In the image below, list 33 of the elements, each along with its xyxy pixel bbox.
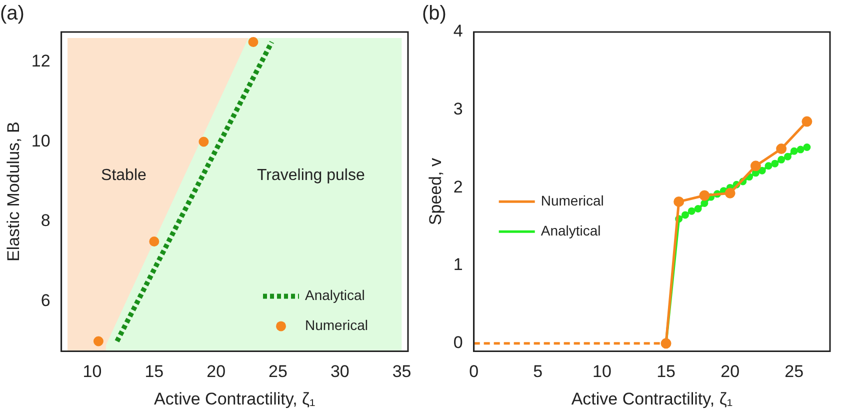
legend-label: Numerical xyxy=(305,317,368,334)
y-axis-title: Elastic Modulus, B xyxy=(4,122,23,262)
chart-title: (b) xyxy=(422,2,446,25)
x-tick-label: 15 xyxy=(144,362,164,382)
x-tick-label: 5 xyxy=(533,362,543,382)
x-tick-label: 25 xyxy=(784,362,804,382)
y-tick-label: 3 xyxy=(453,100,463,119)
x-tick-label: 30 xyxy=(330,362,350,382)
y-tick-label: 4 xyxy=(453,22,463,41)
x-axis-title: Active Contractility, ζ₁ xyxy=(154,389,316,408)
y-tick-label: 6 xyxy=(40,291,50,310)
annotation: Traveling pulse xyxy=(256,167,365,184)
y-tick-label: 0 xyxy=(453,333,463,352)
x-axis-title: Active Contractility, ζ₁ xyxy=(571,389,733,408)
x-tick-label: 25 xyxy=(268,362,288,382)
x-tick-label: 0 xyxy=(469,362,479,382)
y-tick-label: 10 xyxy=(31,131,50,150)
x-tick-label: 20 xyxy=(720,362,740,382)
legend-label: Analytical xyxy=(540,222,601,238)
y-tick-label: 2 xyxy=(453,177,463,196)
x-tick-label: 10 xyxy=(592,362,612,382)
x-tick-label: 15 xyxy=(656,362,676,382)
x-tick-label: 35 xyxy=(392,362,412,382)
y-axis-title: Speed, v xyxy=(426,158,445,226)
annotation: Stable xyxy=(101,167,146,184)
y-tick-label: 1 xyxy=(453,255,463,274)
y-tick-label: 8 xyxy=(40,211,50,230)
x-tick-label: 10 xyxy=(82,362,102,382)
legend-label: Numerical xyxy=(540,192,604,208)
x-tick-label: 20 xyxy=(206,362,226,382)
legend-label: Analytical xyxy=(305,287,365,304)
chart-title: (a) xyxy=(0,2,24,25)
y-tick-label: 12 xyxy=(31,52,50,71)
